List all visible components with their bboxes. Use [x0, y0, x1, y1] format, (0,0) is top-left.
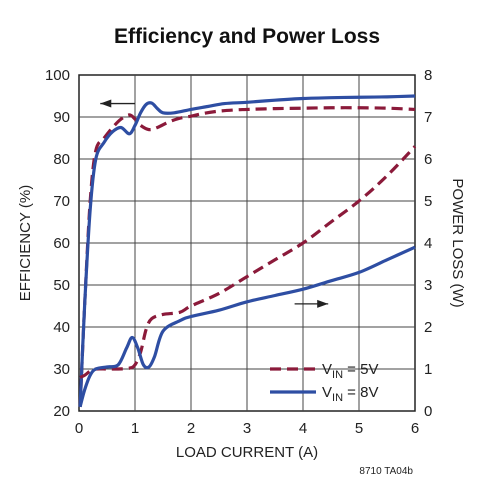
x-tick-label: 0 [75, 420, 83, 437]
y-tick-label-left: 40 [53, 319, 70, 336]
series-line-vin-8v-power-loss [78, 245, 416, 408]
y-axis-label-left: EFFICIENCY (%) [17, 185, 34, 301]
x-tick-label: 4 [299, 420, 307, 437]
y-tick-label-right: 7 [424, 109, 432, 126]
y-tick-label-right: 4 [424, 235, 432, 252]
power-loss-axis-arrow [294, 299, 329, 308]
x-tick-label: 1 [131, 420, 139, 437]
y-tick-label-right: 3 [424, 277, 432, 294]
x-tick-label: 2 [187, 420, 195, 437]
legend-entry-label: VIN = 5V [322, 361, 378, 381]
efficiency-axis-arrow [100, 99, 135, 108]
series-line-vin-8v-efficiency [78, 94, 416, 407]
y-tick-label-right: 6 [424, 151, 432, 168]
y-tick-label-right: 5 [424, 193, 432, 210]
y-tick-label-left: 70 [53, 193, 70, 210]
x-tick-label: 5 [355, 420, 363, 437]
axis-arrows [100, 99, 329, 308]
y-tick-label-left: 60 [53, 235, 70, 252]
y-tick-label-right: 1 [424, 361, 432, 378]
series-line-vin-5v-efficiency [78, 106, 416, 407]
y-tick-label-right: 0 [424, 403, 432, 420]
chart-title: Efficiency and Power Loss [114, 25, 380, 48]
data-series [78, 94, 417, 408]
y-tick-label-left: 90 [53, 109, 70, 126]
y-tick-label-left: 50 [53, 277, 70, 294]
x-tick-label: 3 [243, 420, 251, 437]
y-tick-label-left: 30 [53, 361, 70, 378]
legend: VIN = 5V VIN = 8V [270, 361, 378, 404]
legend-entry-label: VIN = 8V [322, 384, 378, 404]
y-tick-label-left: 80 [53, 151, 70, 168]
figure-footnote: 8710 TA04b [359, 466, 413, 477]
y-tick-label-left: 20 [53, 403, 70, 420]
y-axis-label-right: POWER LOSS (W) [449, 178, 466, 307]
y-tick-label-right: 2 [424, 319, 432, 336]
y-tick-label-right: 8 [424, 67, 432, 84]
x-tick-label: 6 [411, 420, 419, 437]
tick-labels: 0 1 2 3 4 5 6 20 30 40 50 60 70 80 90 100 0 1 2 3 4 5 6 7 8 [45, 67, 432, 437]
y-tick-label-left: 100 [45, 67, 70, 84]
x-axis-label: LOAD CURRENT (A) [176, 444, 318, 461]
